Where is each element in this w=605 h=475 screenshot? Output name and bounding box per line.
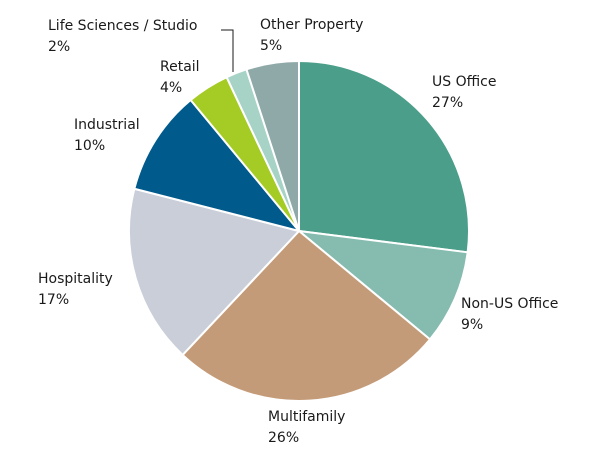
label-other-property: Other Property [260, 17, 363, 33]
pie-slices [128, 60, 471, 402]
value-life-sciences: 2% [48, 39, 70, 55]
label-retail: Retail [160, 59, 200, 75]
value-hospitality: 17% [38, 292, 69, 308]
pie-slice-hospitality [128, 187, 300, 356]
value-industrial: 10% [74, 138, 105, 154]
value-other-property: 5% [260, 38, 282, 54]
pie-slice-non-us-office [298, 230, 469, 341]
value-multifamily: 26% [268, 430, 299, 446]
pie-slice-us-office [298, 60, 471, 254]
label-life-sciences: Life Sciences / Studio [48, 18, 197, 34]
pie-slice-other-property [245, 60, 300, 232]
value-retail: 4% [160, 80, 182, 96]
value-non-us-office: 9% [461, 317, 483, 333]
label-multifamily: Multifamily [268, 409, 345, 425]
value-us-office: 27% [432, 95, 463, 111]
pie-slice-industrial [133, 99, 300, 232]
label-hospitality: Hospitality [38, 271, 113, 287]
label-us-office: US Office [432, 74, 496, 90]
label-non-us-office: Non-US Office [461, 296, 558, 312]
label-industrial: Industrial [74, 117, 140, 133]
leader-line-life-sciences [221, 29, 234, 72]
pie-slice-multifamily [181, 230, 431, 402]
